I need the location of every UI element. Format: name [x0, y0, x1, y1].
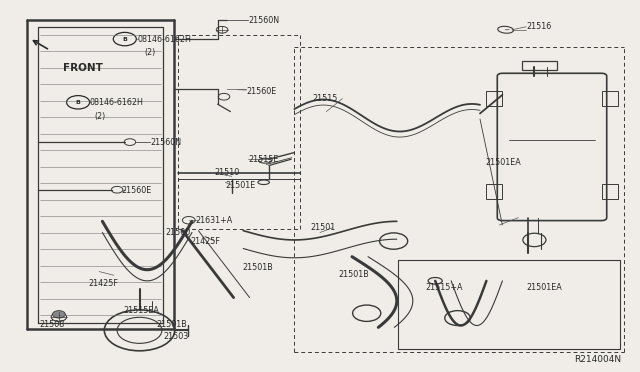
Text: 21508: 21508 — [40, 320, 65, 329]
Text: 08146-6162H: 08146-6162H — [90, 98, 143, 107]
Bar — [522, 61, 557, 70]
Text: 21515: 21515 — [312, 94, 338, 103]
Text: (2): (2) — [144, 48, 156, 57]
Text: B: B — [76, 100, 81, 105]
Text: 21501: 21501 — [310, 223, 335, 232]
Text: 21425F: 21425F — [191, 237, 221, 246]
Text: 21515+A: 21515+A — [426, 283, 463, 292]
Text: 21516: 21516 — [526, 22, 551, 31]
Text: 08146-6162H: 08146-6162H — [138, 35, 191, 44]
Text: B: B — [122, 36, 127, 42]
Bar — [486, 184, 502, 199]
Text: 21501E: 21501E — [225, 181, 255, 190]
Text: 21501EA: 21501EA — [485, 158, 521, 167]
Text: (2): (2) — [95, 112, 106, 121]
Circle shape — [52, 311, 65, 318]
Text: 21425F: 21425F — [88, 279, 118, 288]
Text: 21515E: 21515E — [248, 155, 278, 164]
Text: 21515EA: 21515EA — [123, 306, 159, 315]
Bar — [602, 184, 618, 199]
Text: 21631+A: 21631+A — [195, 216, 232, 225]
Text: FRONT: FRONT — [63, 63, 102, 73]
Text: 21560N: 21560N — [150, 138, 182, 147]
Text: 21501B: 21501B — [157, 320, 188, 329]
Text: 21560N: 21560N — [248, 16, 280, 25]
Text: 21560E: 21560E — [246, 87, 276, 96]
Text: 21510: 21510 — [214, 169, 239, 177]
Text: 21560E: 21560E — [122, 186, 152, 195]
Text: 21503: 21503 — [163, 332, 188, 341]
Text: 21501EA: 21501EA — [526, 283, 562, 292]
Text: 21501B: 21501B — [338, 270, 369, 279]
Text: 21500: 21500 — [165, 228, 190, 237]
Bar — [602, 91, 618, 106]
Text: R214004N: R214004N — [573, 355, 621, 364]
Text: 21501B: 21501B — [242, 263, 273, 272]
Bar — [486, 91, 502, 106]
